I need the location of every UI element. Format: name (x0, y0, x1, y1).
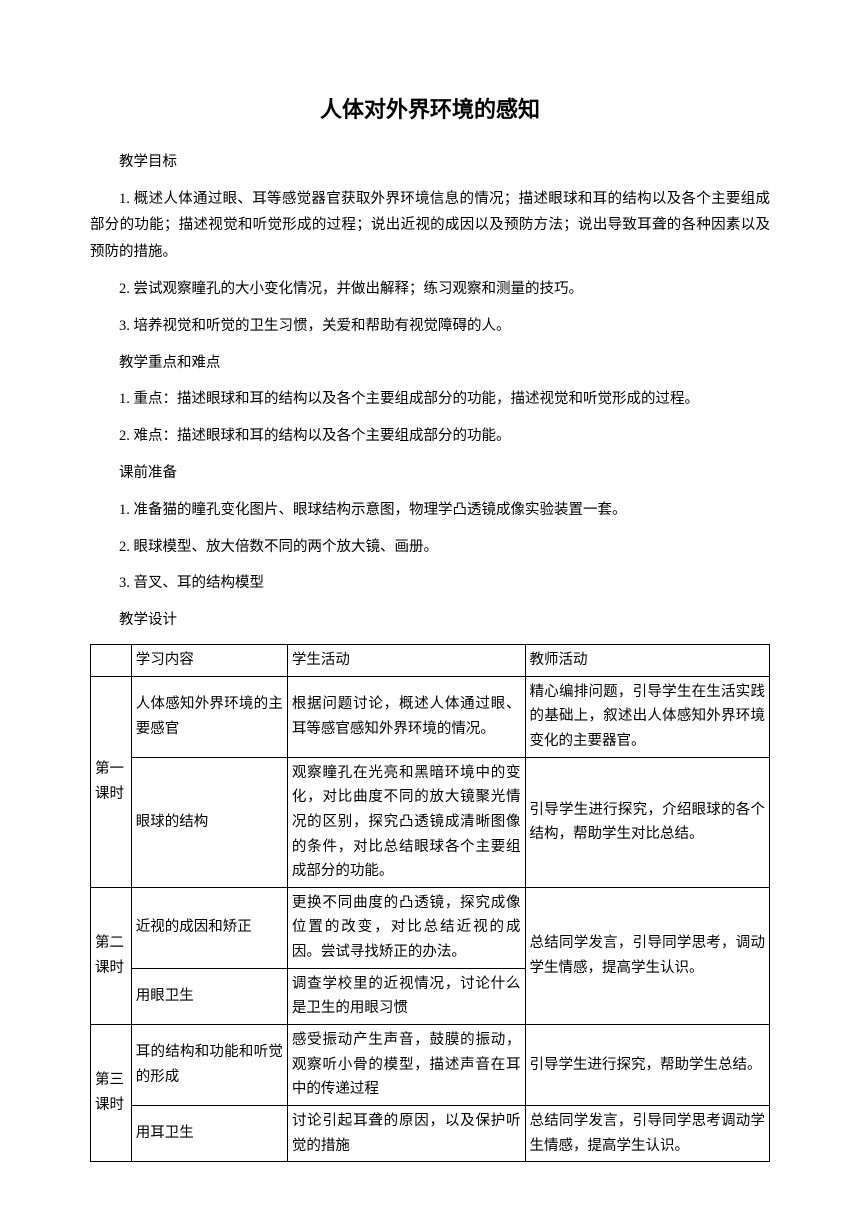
table-row: 用耳卫生 讨论引起耳聋的原因，以及保护听觉的措施 总结同学发言，引导同学思考调动… (91, 1105, 770, 1161)
focus-1: 1. 重点：描述眼球和耳的结构以及各个主要组成部分的功能，描述视觉和听觉形成的过… (90, 386, 770, 413)
table-row: 第一课时 人体感知外界环境的主要感官 根据问题讨论，概述人体通过眼、耳等感官感知… (91, 676, 770, 757)
prep-1: 1. 准备猫的瞳孔变化图片、眼球结构示意图，物理学凸透镜成像实验装置一套。 (90, 497, 770, 524)
lesson2-teach: 总结同学发言，引导同学思考，调动学生情感，提高学生认识。 (525, 887, 769, 1024)
lesson2-topic2: 用眼卫生 (131, 968, 287, 1024)
prep-3: 3. 音叉、耳的结构模型 (90, 570, 770, 597)
objective-2: 2. 尝试观察瞳孔的大小变化情况，并做出解释；练习观察和测量的技巧。 (90, 276, 770, 303)
lesson1-label: 第一课时 (91, 676, 132, 887)
lesson1-topic1: 人体感知外界环境的主要感官 (131, 676, 287, 757)
prep-heading: 课前准备 (90, 460, 770, 487)
lesson3-topic2: 用耳卫生 (131, 1105, 287, 1161)
lesson1-teach2: 引导学生进行探究，介绍眼球的各个结构，帮助学生对比总结。 (525, 757, 769, 887)
th-lesson (91, 645, 132, 677)
lesson1-stud2: 观察瞳孔在光亮和黑暗环境中的变化，对比曲度不同的放大镜聚光情况的区别，探究凸透镜… (287, 757, 525, 887)
lesson2-topic1: 近视的成因和矫正 (131, 887, 287, 968)
objective-3: 3. 培养视觉和听觉的卫生习惯，关爱和帮助有视觉障碍的人。 (90, 313, 770, 340)
lesson1-teach1: 精心编排问题，引导学生在生活实践的基础上，叙述出人体感知外界环境变化的主要器官。 (525, 676, 769, 757)
design-heading: 教学设计 (90, 607, 770, 634)
lesson3-teach2: 总结同学发言，引导同学思考调动学生情感，提高学生认识。 (525, 1105, 769, 1161)
lesson3-stud2: 讨论引起耳聋的原因，以及保护听觉的措施 (287, 1105, 525, 1161)
lesson3-topic1: 耳的结构和功能和听觉的形成 (131, 1025, 287, 1106)
table-row: 第二课时 近视的成因和矫正 更换不同曲度的凸透镜，探究成像位置的改变，对比总结近… (91, 887, 770, 968)
table-header-row: 学习内容 学生活动 教师活动 (91, 645, 770, 677)
page-title: 人体对外界环境的感知 (90, 90, 770, 131)
prep-2: 2. 眼球模型、放大倍数不同的两个放大镜、画册。 (90, 534, 770, 561)
lesson2-stud2: 调查学校里的近视情况，讨论什么是卫生的用眼习惯 (287, 968, 525, 1024)
focus-2: 2. 难点：描述眼球和耳的结构以及各个主要组成部分的功能。 (90, 423, 770, 450)
lesson1-stud1: 根据问题讨论，概述人体通过眼、耳等感官感知外界环境的情况。 (287, 676, 525, 757)
lesson2-label: 第二课时 (91, 887, 132, 1024)
design-table: 学习内容 学生活动 教师活动 第一课时 人体感知外界环境的主要感官 根据问题讨论… (90, 644, 770, 1162)
lesson3-label: 第三课时 (91, 1025, 132, 1162)
lesson1-topic2: 眼球的结构 (131, 757, 287, 887)
lesson2-stud1: 更换不同曲度的凸透镜，探究成像位置的改变，对比总结近视的成因。尝试寻找矫正的办法… (287, 887, 525, 968)
table-row: 第三课时 耳的结构和功能和听觉的形成 感受振动产生声音，鼓膜的振动，观察听小骨的… (91, 1025, 770, 1106)
objectives-heading: 教学目标 (90, 149, 770, 176)
table-row: 眼球的结构 观察瞳孔在光亮和黑暗环境中的变化，对比曲度不同的放大镜聚光情况的区别… (91, 757, 770, 887)
th-teacher: 教师活动 (525, 645, 769, 677)
th-topic: 学习内容 (131, 645, 287, 677)
lesson3-stud1: 感受振动产生声音，鼓膜的振动，观察听小骨的模型，描述声音在耳中的传递过程 (287, 1025, 525, 1106)
focus-heading: 教学重点和难点 (90, 350, 770, 377)
th-student: 学生活动 (287, 645, 525, 677)
objective-1: 1. 概述人体通过眼、耳等感觉器官获取外界环境信息的情况；描述眼球和耳的结构以及… (90, 186, 770, 266)
lesson3-teach1: 引导学生进行探究，帮助学生总结。 (525, 1025, 769, 1106)
